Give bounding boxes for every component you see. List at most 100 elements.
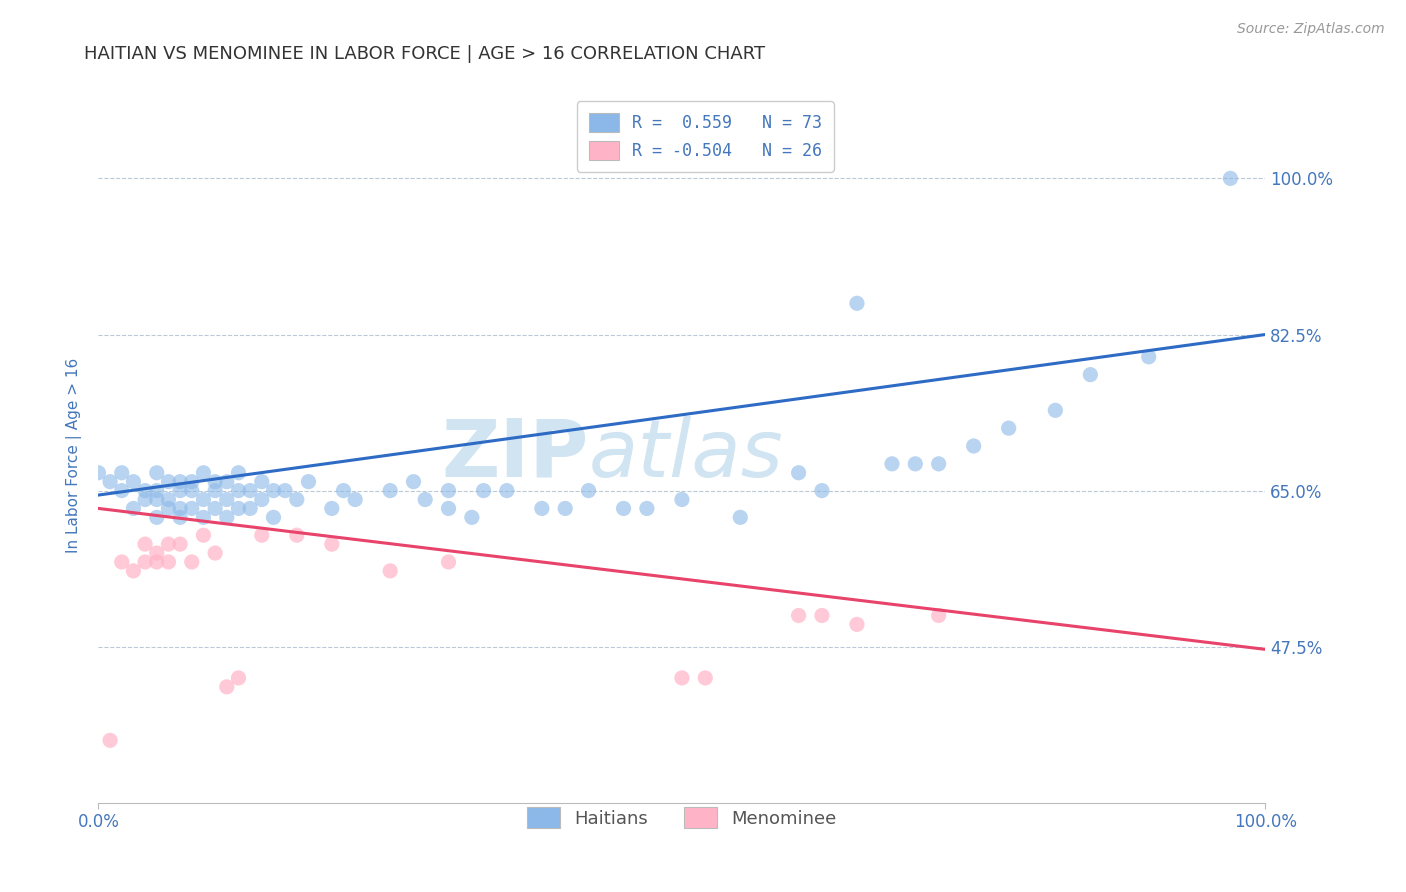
Point (134, 537, 156, 551)
Point (169, 537, 191, 551)
Point (169, 501, 191, 516)
Point (228, 501, 250, 516)
Point (461, 510, 484, 524)
Point (180, 555, 202, 569)
Point (437, 501, 460, 516)
Point (321, 537, 343, 551)
Point (134, 483, 156, 498)
Point (193, 510, 215, 524)
Point (204, 501, 226, 516)
Text: Source: ZipAtlas.com: Source: ZipAtlas.com (1237, 22, 1385, 37)
Point (274, 483, 297, 498)
Point (671, 492, 693, 507)
Point (285, 528, 308, 542)
Point (402, 475, 425, 489)
Point (134, 555, 156, 569)
Point (146, 510, 169, 524)
Point (228, 466, 250, 480)
Point (215, 492, 238, 507)
Point (262, 510, 284, 524)
Point (472, 483, 495, 498)
Text: atlas: atlas (589, 416, 783, 494)
Point (122, 501, 145, 516)
Point (98, 475, 121, 489)
Point (111, 555, 134, 569)
Point (169, 483, 191, 498)
Point (157, 475, 180, 489)
Point (554, 501, 576, 516)
Point (297, 475, 319, 489)
Point (413, 492, 436, 507)
Point (193, 492, 215, 507)
Point (146, 546, 169, 560)
Point (250, 492, 273, 507)
Point (239, 501, 262, 516)
Point (671, 671, 693, 685)
Point (997, 421, 1019, 435)
Point (1137, 350, 1160, 364)
Point (204, 483, 226, 498)
Point (332, 483, 354, 498)
Point (146, 483, 169, 498)
Point (87, 466, 110, 480)
Point (157, 492, 180, 507)
Point (578, 483, 600, 498)
Point (285, 492, 308, 507)
Point (146, 466, 169, 480)
Point (437, 483, 460, 498)
Point (180, 501, 202, 516)
Point (98, 733, 121, 747)
Point (215, 475, 238, 489)
Point (250, 528, 273, 542)
Y-axis label: In Labor Force | Age > 16: In Labor Force | Age > 16 (66, 358, 83, 552)
Point (437, 555, 460, 569)
Point (262, 483, 284, 498)
Point (1080, 368, 1102, 382)
Point (321, 501, 343, 516)
Point (846, 617, 869, 632)
Point (134, 492, 156, 507)
Point (146, 492, 169, 507)
Point (111, 483, 134, 498)
Point (636, 501, 658, 516)
Point (228, 671, 250, 685)
Point (215, 680, 238, 694)
Point (904, 457, 927, 471)
Point (811, 608, 834, 623)
Point (380, 483, 402, 498)
Point (157, 555, 180, 569)
Point (962, 439, 984, 453)
Point (169, 510, 191, 524)
Point (193, 466, 215, 480)
Point (1219, 171, 1241, 186)
Point (169, 475, 191, 489)
Point (787, 466, 810, 480)
Point (1045, 403, 1067, 417)
Point (157, 501, 180, 516)
Point (122, 564, 145, 578)
Point (122, 475, 145, 489)
Point (193, 528, 215, 542)
Point (928, 608, 950, 623)
Point (787, 608, 810, 623)
Point (215, 510, 238, 524)
Point (344, 492, 367, 507)
Text: HAITIAN VS MENOMINEE IN LABOR FORCE | AGE > 16 CORRELATION CHART: HAITIAN VS MENOMINEE IN LABOR FORCE | AG… (84, 45, 765, 62)
Point (530, 501, 553, 516)
Text: ZIP: ZIP (441, 416, 589, 494)
Point (146, 555, 169, 569)
Point (880, 457, 903, 471)
Point (846, 296, 869, 310)
Point (180, 483, 202, 498)
Point (730, 510, 752, 524)
Point (111, 466, 134, 480)
Point (250, 475, 273, 489)
Legend: Haitians, Menominee: Haitians, Menominee (520, 800, 844, 836)
Point (204, 475, 226, 489)
Point (928, 457, 950, 471)
Point (496, 483, 519, 498)
Point (811, 483, 834, 498)
Point (380, 564, 402, 578)
Point (157, 537, 180, 551)
Point (613, 501, 636, 516)
